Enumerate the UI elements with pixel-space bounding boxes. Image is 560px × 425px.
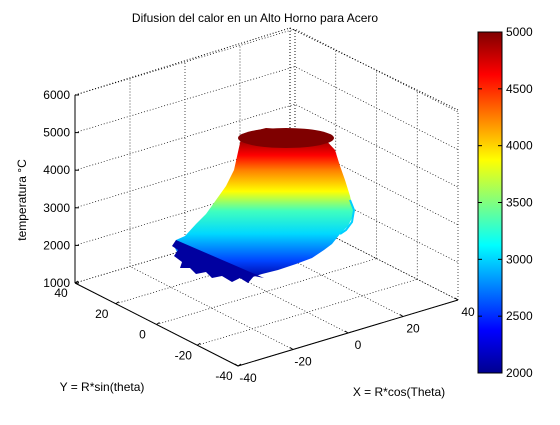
- grid-line: [74, 66, 459, 150]
- y-tick-label: 40: [54, 286, 68, 300]
- x-tick-mark: [234, 363, 239, 367]
- z-tick-label: 6000: [43, 88, 70, 102]
- z-tick-label: 5000: [43, 126, 70, 140]
- colorbar-tick-label: 3000: [506, 252, 533, 266]
- colorbar-tick-label: 4500: [506, 82, 533, 96]
- x-tick-label: -20: [294, 355, 312, 369]
- x-tick-label: -40: [239, 371, 257, 385]
- colorbar-tick-label: 4000: [506, 139, 533, 153]
- grid-line: [239, 233, 404, 317]
- z-axis-ticks: 1000 2000 3000 4000 5000 6000: [43, 88, 79, 290]
- temperature-surface: [172, 128, 356, 283]
- grid-line: [129, 266, 294, 350]
- x-tick-label: 20: [406, 322, 420, 336]
- chart-title: Difusion del calor en un Alto Horno para…: [132, 11, 378, 25]
- y-axis-label: Y = R*sin(theta): [60, 380, 145, 394]
- z-tick-label: 1000: [43, 276, 70, 290]
- x-axis-ticks: -40 -20 0 20 40: [234, 297, 475, 385]
- colorbar-tick-label: 3500: [506, 196, 533, 210]
- z-tick-label: 4000: [43, 163, 70, 177]
- y-tick-label: -40: [215, 369, 233, 383]
- y-tick-label: 20: [95, 307, 109, 321]
- y-tick-mark: [115, 301, 120, 305]
- grid-line: [74, 141, 459, 226]
- y-tick-label: -20: [175, 348, 193, 362]
- y-tick-mark: [237, 363, 242, 367]
- z-tick-label: 3000: [43, 201, 70, 215]
- grid-line: [197, 278, 418, 346]
- grid-line: [156, 258, 377, 325]
- grid-line: [74, 103, 459, 188]
- colorbar-ticks: 2000 2500 3000 3500 4000 4500 5000: [478, 25, 533, 380]
- x-tick-mark: [399, 314, 404, 317]
- y-tick-mark: [156, 322, 160, 325]
- y-tick-mark: [196, 342, 201, 346]
- colorbar: 2000 2500 3000 3500 4000 4500 5000: [477, 25, 533, 380]
- colorbar-tick-label: 2000: [506, 366, 533, 380]
- x-tick-mark: [289, 347, 294, 350]
- y-axis-ticks: -40 -20 0 20 40: [54, 280, 242, 383]
- x-tick-label: 40: [461, 305, 475, 319]
- grid-line: [74, 28, 459, 113]
- colorbar-tick-label: 2500: [506, 309, 533, 323]
- x-tick-label: 0: [355, 338, 362, 352]
- z-tick-label: 2000: [43, 238, 70, 252]
- colorbar-tick-label: 5000: [506, 25, 533, 39]
- y-tick-mark: [74, 280, 79, 284]
- x-tick-mark: [454, 297, 459, 301]
- x-tick-mark: [344, 330, 349, 334]
- z-axis-label: temperatura °C: [15, 159, 29, 241]
- grid-line: [294, 216, 459, 301]
- x-axis-label: X = R*cos(Theta): [353, 385, 445, 399]
- grid-line: [74, 179, 459, 263]
- y-tick-label: 0: [139, 328, 146, 342]
- grid-line: [184, 249, 349, 334]
